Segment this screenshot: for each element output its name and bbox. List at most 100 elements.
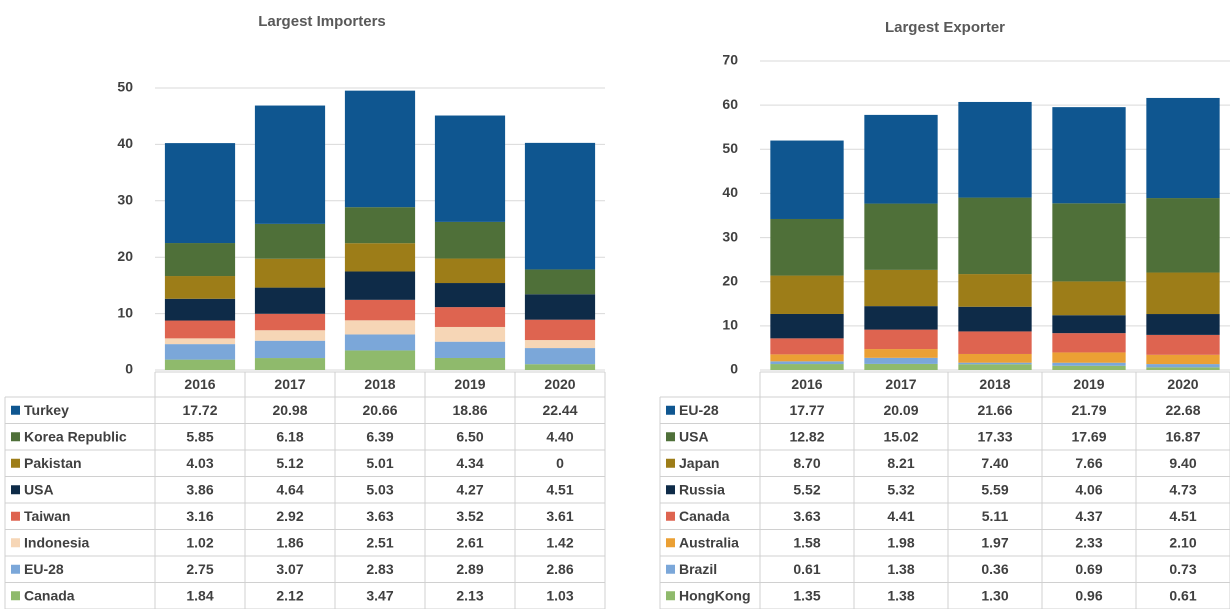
x-category-label: 2020 [544,376,575,392]
x-category-label: 2016 [791,376,822,392]
bar-segment [344,350,416,370]
bar-segment [434,357,506,370]
chart-title: Largest Importers [258,13,386,30]
x-category-label: 2017 [274,376,305,392]
table-value: 1.30 [981,587,1008,603]
table-value: 1.02 [186,534,213,550]
table-value: 4.51 [546,481,573,497]
bar-segment [524,269,596,295]
table-value: 15.02 [883,428,918,444]
table-value: 0.73 [1169,561,1196,577]
table-value: 4.06 [1075,481,1102,497]
bar-segment [254,105,326,224]
y-tick-label: 30 [722,228,738,244]
bar-segment [770,338,844,355]
table-value: 1.03 [546,587,573,603]
table-value: 20.09 [883,402,918,418]
table-value: 1.86 [276,534,303,550]
bar-segment [958,306,1032,332]
table-value: 4.34 [456,455,483,471]
legend-swatch [11,538,20,548]
legend-label: Turkey [24,402,69,418]
legend-label: Pakistan [24,455,82,471]
bar-segment [864,357,938,364]
table-value: 7.66 [1075,455,1102,471]
table-value: 5.12 [276,455,303,471]
table-value: 0.69 [1075,561,1102,577]
table-value: 17.33 [977,428,1012,444]
bar-segment [254,223,326,259]
bar-segment [1146,334,1220,355]
bar-segment [524,294,596,320]
y-tick-label: 10 [117,304,133,320]
y-tick-label: 20 [117,248,133,264]
bar-segment [1146,354,1220,365]
table-value: 2.51 [366,534,393,550]
legend-swatch [666,405,675,415]
bar-segment [864,349,938,358]
table-value: 0.36 [981,561,1008,577]
bar-segment [434,258,506,284]
legend-swatch [11,511,20,521]
bar-segment [524,142,596,270]
table-value: 22.68 [1165,402,1200,418]
table-value: 17.69 [1071,428,1106,444]
bar-segment [1052,281,1126,316]
legend-swatch [666,458,675,468]
table-value: 5.01 [366,455,393,471]
table-value: 4.51 [1169,508,1196,524]
bar-segment [1146,314,1220,335]
bar-segment [958,197,1032,275]
bar-segment [958,362,1032,365]
legend-label: Indonesia [24,534,90,550]
legend-swatch [11,458,20,468]
bar-segment [344,243,416,272]
bar-segment [1146,364,1220,368]
bar-segment [164,359,236,370]
bar-segment [344,90,416,208]
bar-segment [958,101,1032,198]
table-value: 2.75 [186,561,213,577]
table-value: 5.32 [887,481,914,497]
table-value: 0.61 [1169,587,1196,603]
bar-segment [770,361,844,365]
legend-swatch [666,538,675,548]
table-value: 1.35 [793,587,820,603]
y-tick-label: 50 [722,140,738,156]
legend-label: Taiwan [24,508,70,524]
table-value: 3.16 [186,508,213,524]
bar-segment [164,143,236,244]
bar-segment [164,338,236,345]
legend-swatch [666,432,675,442]
bar-segment [164,320,236,339]
bar-segment [864,306,938,330]
bar-segment [864,269,938,307]
bar-segment [1146,367,1220,370]
table-value: 3.52 [456,508,483,524]
legend-label: Russia [679,481,725,497]
bar-segment [1146,97,1220,199]
table-value: 5.52 [793,481,820,497]
bar-segment [524,340,596,349]
table-value: 21.79 [1071,402,1106,418]
bar-segment [434,341,506,358]
bar-segment [344,334,416,351]
y-tick-label: 20 [722,272,738,288]
table-value: 8.70 [793,455,820,471]
legend-swatch [11,564,20,574]
bar-segment [770,313,844,339]
table-value: 7.40 [981,455,1008,471]
legend-swatch [666,485,675,495]
bar-segment [864,203,938,270]
bar-segment [434,221,506,259]
bar-segment [344,320,416,335]
y-tick-label: 50 [117,79,133,95]
legend-label: Canada [24,587,75,603]
legend-swatch [11,591,20,601]
bar-segment [254,258,326,288]
x-category-label: 2016 [184,376,215,392]
table-value: 21.66 [977,402,1012,418]
table-value: 4.27 [456,481,483,497]
bar-segment [958,364,1032,370]
